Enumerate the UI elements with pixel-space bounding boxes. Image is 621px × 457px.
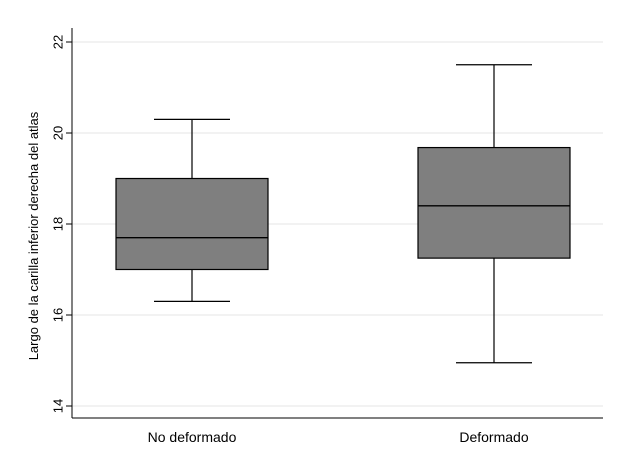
y-tick-label: 22 <box>51 35 66 49</box>
y-ticks: 14 16 18 20 22 <box>51 35 72 413</box>
box-deformado <box>417 64 571 364</box>
box-no-deformado <box>115 118 269 302</box>
category-label: Deformado <box>459 429 528 445</box>
y-tick-label: 18 <box>51 217 66 231</box>
category-label: No deformado <box>148 429 237 445</box>
y-tick-label: 16 <box>51 308 66 322</box>
y-axis-title: Largo de la carilla inferior derecha del… <box>26 111 41 360</box>
category-labels: No deformado Deformado <box>148 429 529 445</box>
iqr-box <box>417 146 571 259</box>
y-tick-label: 14 <box>51 399 66 413</box>
y-tick-label: 20 <box>51 126 66 140</box>
iqr-box <box>115 177 269 271</box>
axes <box>71 28 603 419</box>
boxes <box>115 64 571 364</box>
